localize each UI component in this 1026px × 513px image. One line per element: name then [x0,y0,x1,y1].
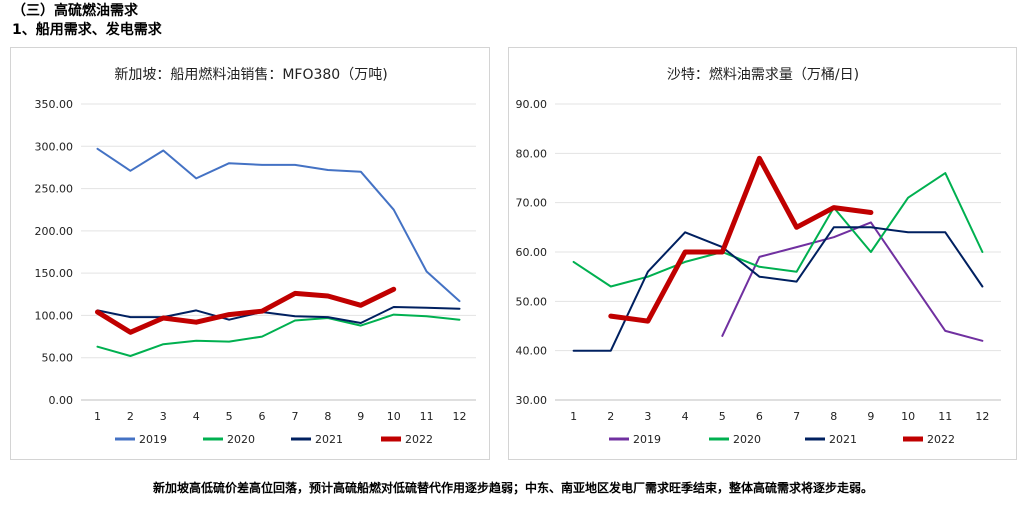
series-line-2021 [96,306,461,324]
y-tick-label: 300.00 [35,140,74,153]
series-line-2019 [721,221,984,342]
x-tick-label: 9 [867,410,874,423]
x-tick-label: 5 [719,410,726,423]
chart-title: 沙特：燃料油需求量（万桶/日) [667,66,859,83]
legend-label-2022: 2022 [927,433,955,446]
x-tick-label: 12 [975,410,989,423]
series-line-2020 [572,172,984,288]
y-tick-label: 200.00 [35,225,74,238]
x-tick-label: 2 [607,410,614,423]
series-line-2021 [572,226,984,352]
footer-note: 新加坡高低硫价差高位回落，预计高硫船燃对低硫替代作用逐步趋弱；中东、南亚地区发电… [152,481,873,495]
legend-label-2020: 2020 [733,433,761,446]
x-tick-label: 6 [259,410,266,423]
x-tick-label: 5 [226,410,233,423]
x-tick-label: 10 [901,410,915,423]
singapore-chart-svg: 新加坡：船用燃料油销售：MFO380（万吨) 0.00 50.00 100.00 150… [35,66,476,446]
x-tick-label: 4 [193,410,200,423]
y-tick-label: 150.00 [35,267,74,280]
y-tick-label: 100.00 [35,309,74,322]
x-tick-label: 4 [682,410,689,423]
y-tick-label: 90.00 [516,98,548,111]
legend-label-2020: 2020 [227,433,255,446]
saudi-chart-svg: 沙特：燃料油需求量（万桶/日) 30.00 40.00 50.00 60.00 70.00… [516,66,1001,446]
series-line-2022 [95,286,397,335]
sub-heading: 1、船用需求、发电需求 [12,22,162,38]
series-line-2020 [96,313,461,357]
saudi-fuel-oil-chart: 沙特：燃料油需求量（万桶/日) 30.00 40.00 50.00 60.00 70.00… [508,47,1017,460]
x-tick-label: 3 [160,410,167,423]
y-tick-label: 50.00 [42,352,74,365]
singapore-bunker-chart: 新加坡：船用燃料油销售：MFO380（万吨) 0.00 50.00 100.00 150… [10,47,490,460]
y-tick-label: 0.00 [49,394,74,407]
y-tick-label: 30.00 [516,394,548,407]
x-tick-label: 2 [127,410,134,423]
y-tick-label: 80.00 [516,147,548,160]
x-tick-label: 11 [420,410,434,423]
series-line-2019 [96,147,461,303]
y-tick-label: 60.00 [516,246,548,259]
y-tick-label: 250.00 [35,183,74,196]
y-tick-label: 50.00 [516,295,548,308]
legend-label-2019: 2019 [633,433,661,446]
legend-label-2022: 2022 [405,433,433,446]
y-tick-label: 70.00 [516,197,548,210]
legend-label-2019: 2019 [139,433,167,446]
x-tick-label: 7 [291,410,298,423]
legend-label-2021: 2021 [315,433,343,446]
chart-title: 新加坡：船用燃料油销售：MFO380（万吨) [114,66,387,83]
x-tick-label: 1 [94,410,101,423]
x-tick-label: 1 [570,410,577,423]
y-tick-label: 350.00 [35,98,74,111]
x-tick-label: 10 [387,410,401,423]
x-tick-label: 6 [756,410,763,423]
series-line-2022 [608,155,874,324]
legend-label-2021: 2021 [829,433,857,446]
x-tick-label: 8 [324,410,331,423]
x-tick-label: 7 [793,410,800,423]
x-tick-label: 12 [453,410,467,423]
y-tick-label: 40.00 [516,345,548,358]
x-tick-label: 9 [357,410,364,423]
x-tick-label: 11 [938,410,952,423]
x-tick-label: 8 [830,410,837,423]
x-tick-label: 3 [644,410,651,423]
section-heading: （三）高硫燃油需求 [12,3,138,19]
